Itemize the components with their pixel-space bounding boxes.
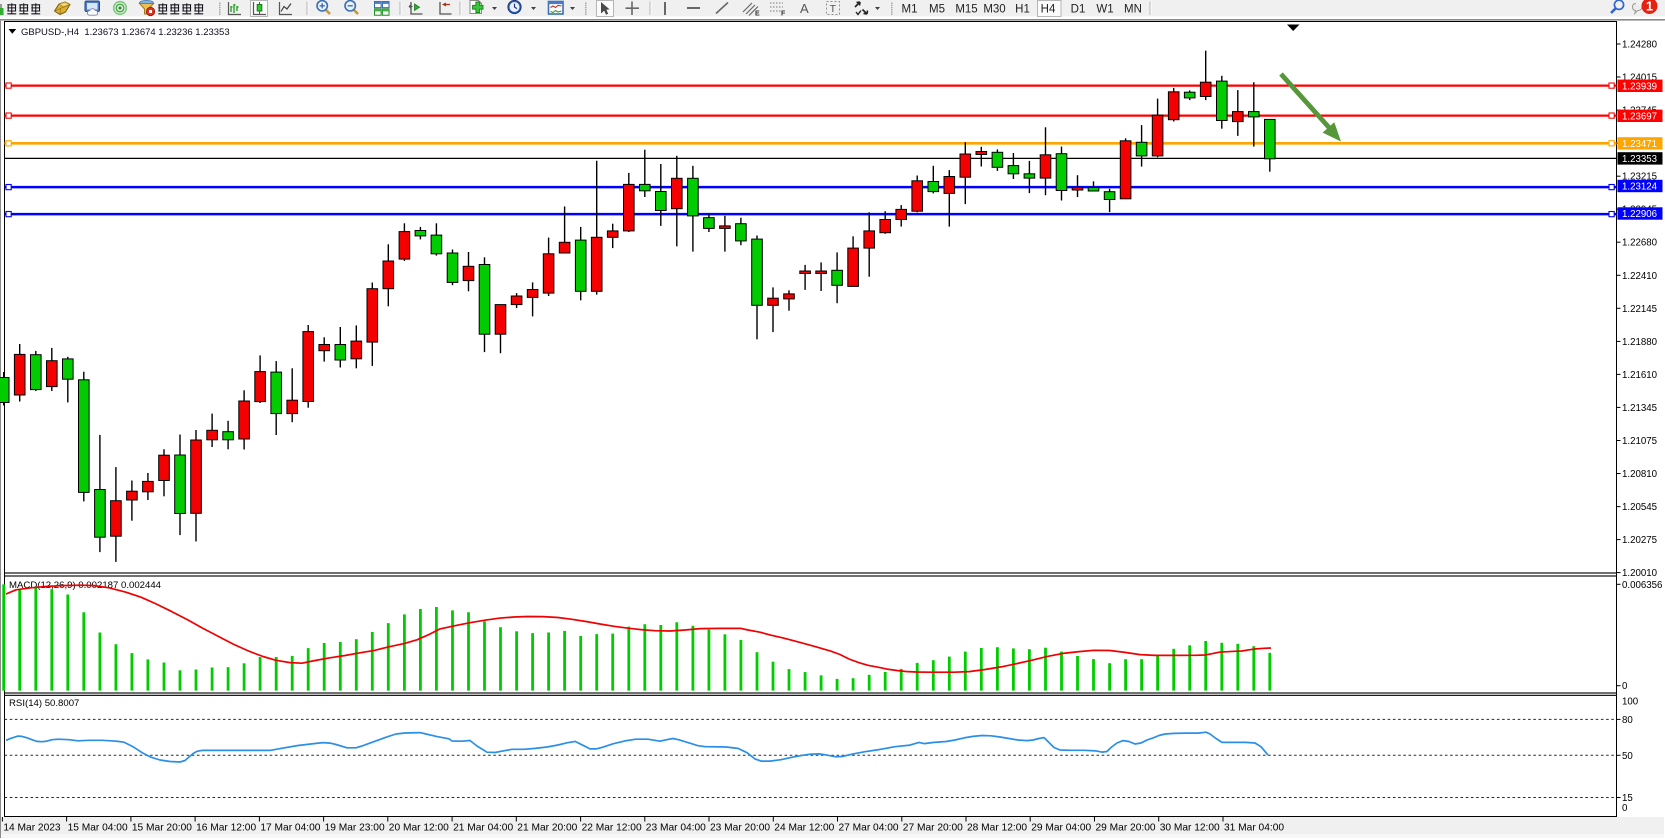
svg-text:1.23215: 1.23215: [1622, 172, 1657, 183]
svg-text:29 Mar 20:00: 29 Mar 20:00: [1096, 823, 1156, 834]
svg-text:1.23124: 1.23124: [1622, 182, 1658, 193]
svg-text:F: F: [781, 11, 786, 18]
svg-text:RSI(14) 50.8007: RSI(14) 50.8007: [9, 698, 79, 709]
svg-text:1.20010: 1.20010: [1622, 568, 1658, 579]
svg-text:1.20545: 1.20545: [1622, 502, 1657, 513]
svg-text:1.23353: 1.23353: [1622, 154, 1657, 165]
svg-text:21 Mar 20:00: 21 Mar 20:00: [517, 823, 577, 834]
svg-text:E: E: [755, 11, 760, 18]
svg-text:1.24280: 1.24280: [1622, 40, 1658, 51]
svg-text:27 Mar 04:00: 27 Mar 04:00: [839, 823, 899, 834]
svg-text:1.23939: 1.23939: [1622, 81, 1657, 92]
svg-text:16 Mar 12:00: 16 Mar 12:00: [196, 823, 256, 834]
svg-text:1.21345: 1.21345: [1622, 403, 1657, 414]
svg-text:MN: MN: [1124, 4, 1142, 16]
svg-text:M30: M30: [983, 4, 1005, 16]
svg-text:1.21880: 1.21880: [1622, 337, 1658, 348]
svg-text:0: 0: [1622, 681, 1628, 692]
svg-text:15: 15: [1622, 793, 1633, 804]
svg-text:28 Mar 12:00: 28 Mar 12:00: [967, 823, 1027, 834]
svg-text:17 Mar 04:00: 17 Mar 04:00: [260, 823, 320, 834]
svg-text:T: T: [830, 3, 837, 15]
svg-text:0: 0: [1622, 803, 1628, 814]
svg-text:1: 1: [1646, 0, 1653, 14]
svg-text:29 Mar 04:00: 29 Mar 04:00: [1031, 823, 1091, 834]
svg-text:A: A: [800, 1, 809, 16]
svg-text:M15: M15: [955, 4, 977, 16]
svg-text:D1: D1: [1071, 4, 1086, 16]
svg-text:20 Mar 12:00: 20 Mar 12:00: [389, 823, 449, 834]
svg-text:23 Mar 04:00: 23 Mar 04:00: [646, 823, 706, 834]
svg-text:30 Mar 12:00: 30 Mar 12:00: [1160, 823, 1220, 834]
svg-text:M1: M1: [902, 4, 918, 16]
svg-text:GBPUSD-,H4 1.23673 1.23674 1.: GBPUSD-,H4 1.23673 1.23674 1.23236 1.233…: [21, 27, 230, 38]
svg-text:1.23471: 1.23471: [1622, 139, 1657, 150]
svg-text:1.22906: 1.22906: [1622, 209, 1657, 220]
svg-text:1.22410: 1.22410: [1622, 271, 1658, 282]
svg-text:H4: H4: [1041, 4, 1056, 16]
svg-text:80: 80: [1622, 715, 1633, 726]
svg-text:15 Mar 04:00: 15 Mar 04:00: [68, 823, 128, 834]
svg-text:100: 100: [1622, 697, 1639, 708]
svg-text:M5: M5: [929, 4, 945, 16]
svg-text:31 Mar 04:00: 31 Mar 04:00: [1224, 823, 1284, 834]
svg-text:1.23697: 1.23697: [1622, 111, 1657, 122]
svg-text:19 Mar 23:00: 19 Mar 23:00: [325, 823, 385, 834]
svg-text:1.21075: 1.21075: [1622, 436, 1657, 447]
svg-text:W1: W1: [1096, 4, 1113, 16]
svg-text:1.24015: 1.24015: [1622, 73, 1657, 84]
svg-text:50: 50: [1622, 751, 1633, 762]
svg-text:24 Mar 12:00: 24 Mar 12:00: [774, 823, 834, 834]
svg-text:22 Mar 12:00: 22 Mar 12:00: [582, 823, 642, 834]
svg-text:0.006356: 0.006356: [1622, 580, 1662, 591]
svg-text:23 Mar 20:00: 23 Mar 20:00: [710, 823, 770, 834]
svg-text:15 Mar 20:00: 15 Mar 20:00: [132, 823, 192, 834]
svg-text:1.21610: 1.21610: [1622, 370, 1658, 381]
svg-text:27 Mar 20:00: 27 Mar 20:00: [903, 823, 963, 834]
svg-text:14 Mar 2023: 14 Mar 2023: [3, 823, 61, 834]
svg-text:21 Mar 04:00: 21 Mar 04:00: [453, 823, 513, 834]
svg-text:H1: H1: [1015, 4, 1030, 16]
svg-text:1.22145: 1.22145: [1622, 304, 1657, 315]
svg-text:1.20275: 1.20275: [1622, 535, 1657, 546]
svg-text:1.20810: 1.20810: [1622, 469, 1658, 480]
svg-text:1.22680: 1.22680: [1622, 238, 1658, 249]
